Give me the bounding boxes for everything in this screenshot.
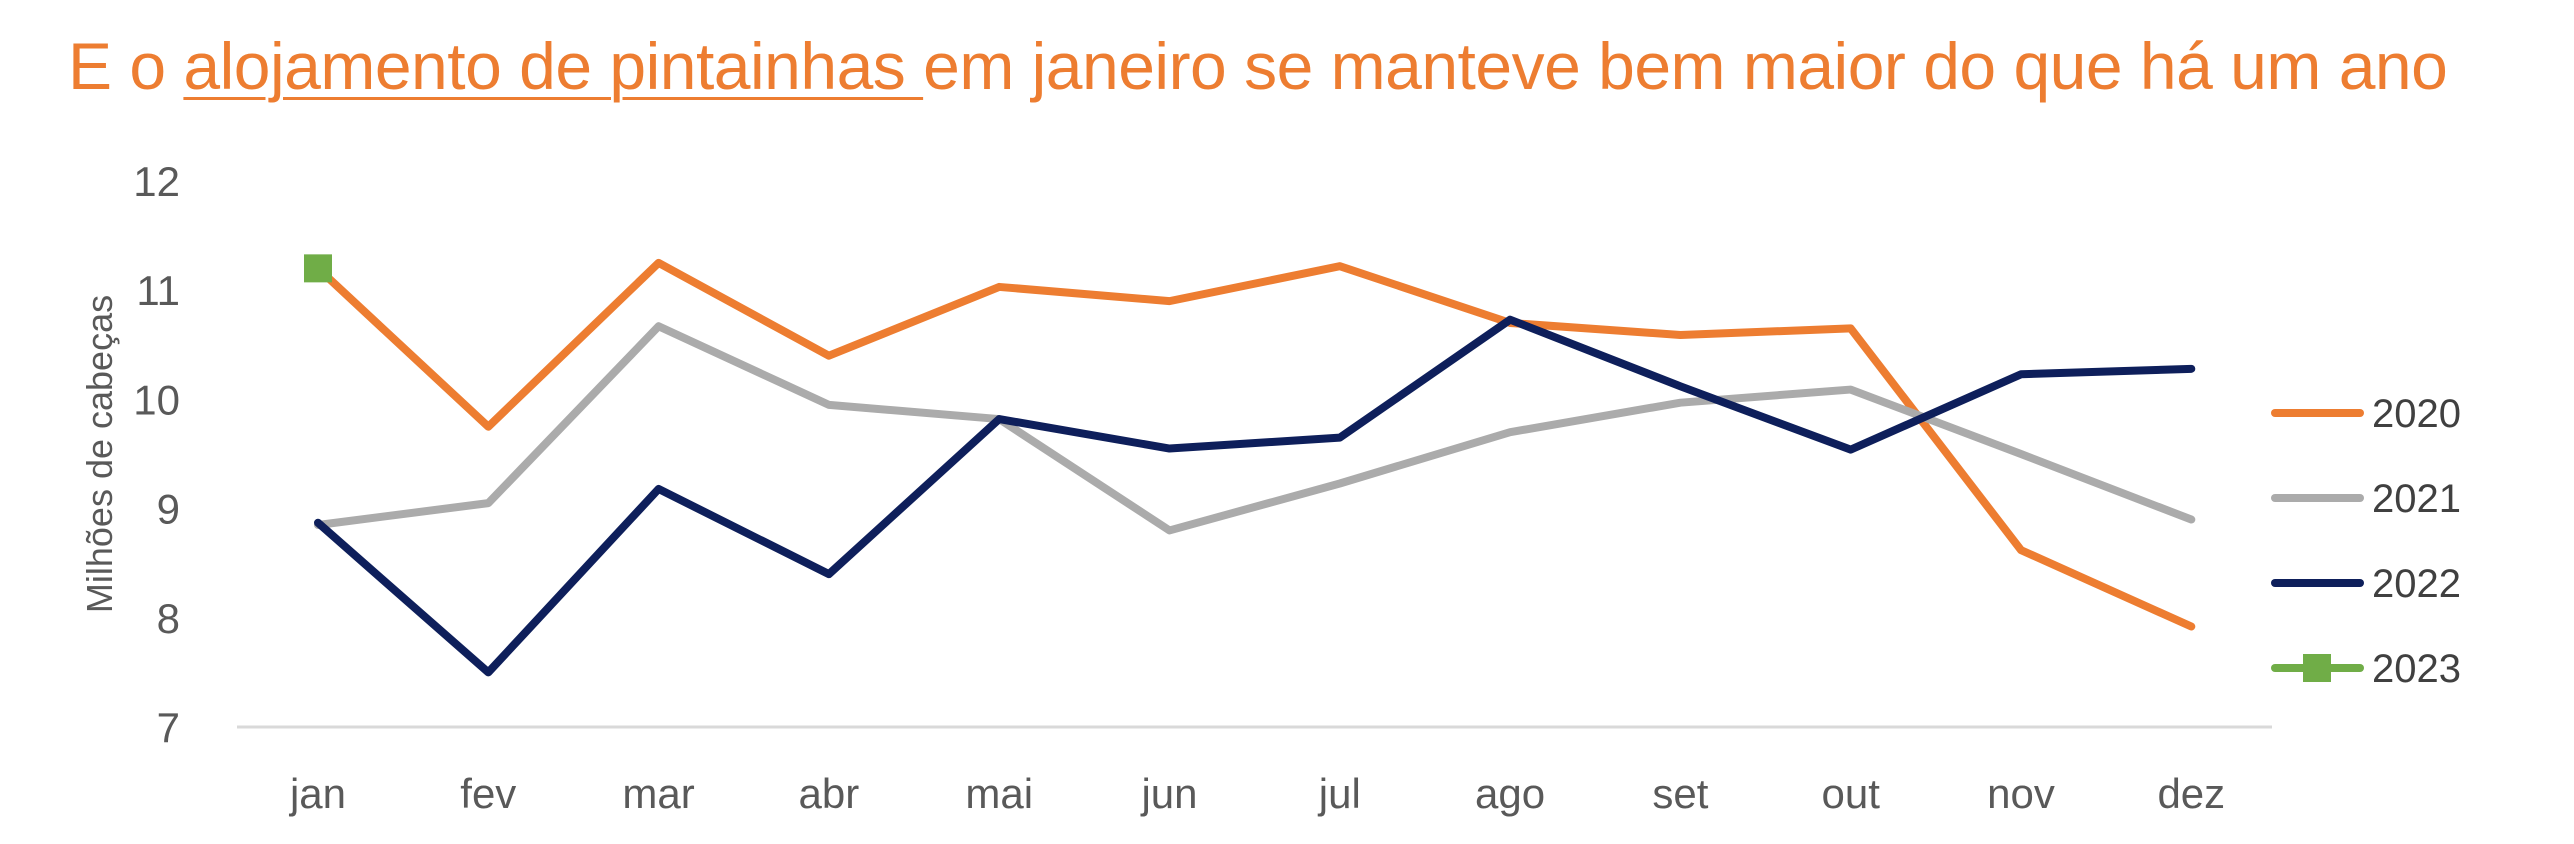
y-tick-label: 12 <box>133 158 180 205</box>
title-underlined: alojamento de pintainhas <box>183 29 924 103</box>
x-tick-label: jan <box>288 770 346 817</box>
legend-label-2023: 2023 <box>2372 647 2461 691</box>
y-tick-label: 9 <box>157 486 180 533</box>
y-axis-title: Milhões de cabeças <box>79 295 120 613</box>
x-tick-label: nov <box>1987 770 2055 817</box>
legend-label-2021: 2021 <box>2372 477 2461 521</box>
y-tick-label: 10 <box>133 376 180 423</box>
x-tick-label: fev <box>460 770 516 817</box>
series-line-2021 <box>314 322 2196 535</box>
x-tick-label: dez <box>2157 770 2225 817</box>
chart-title: E o alojamento de pintainhas em janeiro … <box>68 28 2448 104</box>
data-point-marker-2023 <box>304 254 332 283</box>
legend-marker-2023 <box>2303 654 2331 682</box>
x-tick-label: abr <box>799 770 860 817</box>
title-suffix: em janeiro se manteve bem maior do que h… <box>923 29 2448 103</box>
legend-label-2020: 2020 <box>2372 392 2461 436</box>
series-line-2022 <box>314 315 2196 677</box>
y-tick-label: 11 <box>136 267 180 314</box>
x-tick-label: jul <box>1317 770 1361 817</box>
series-line-2020 <box>314 258 2196 631</box>
x-tick-label: out <box>1822 770 1881 817</box>
y-tick-label: 7 <box>157 704 180 751</box>
y-tick-label: 8 <box>157 595 180 642</box>
x-tick-label: mar <box>622 770 694 817</box>
x-tick-label: ago <box>1475 770 1545 817</box>
legend-label-2022: 2022 <box>2372 562 2461 606</box>
x-tick-label: mai <box>965 770 1033 817</box>
x-tick-label: set <box>1652 770 1708 817</box>
title-prefix: E o <box>68 29 184 103</box>
x-tick-label: jun <box>1139 770 1197 817</box>
